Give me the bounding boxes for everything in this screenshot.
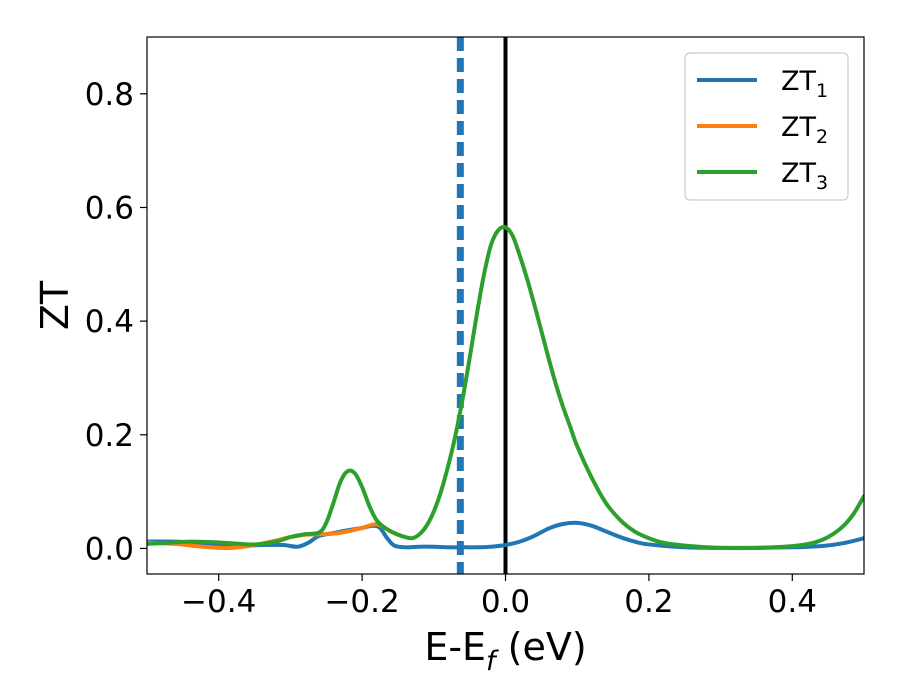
legend-box (684, 52, 849, 201)
x-tick-label: 0.2 (624, 584, 673, 620)
legend-label-main: ZT (781, 112, 816, 143)
plot-data-layer (147, 37, 864, 574)
y-tick-label: 0.2 (85, 418, 134, 454)
legend-label-zt3: ZT3 (781, 158, 828, 194)
y-tick-label: 0.6 (85, 190, 134, 226)
y-tick-label: 0.4 (85, 304, 134, 340)
axes-layer: −0.4 −0.2 0.0 0.2 0.4 0.0 0.2 0.4 0.6 0.8 E-Ef (eV… (33, 36, 865, 677)
x-tick-label: 0.4 (768, 584, 817, 620)
x-tick-label: 0.0 (481, 584, 530, 620)
x-axis-title: E-Ef (eV) (424, 625, 586, 677)
x-axis-title-unit: (eV) (496, 625, 587, 669)
legend-label-main: ZT (781, 158, 816, 189)
series-line-zt3 (147, 225, 864, 551)
series-line-zt1 (147, 520, 864, 550)
x-axis-title-main: E-E (424, 625, 486, 669)
x-tick-label: −0.4 (181, 584, 256, 620)
legend-label-main: ZT (781, 66, 816, 97)
legend-label-subscript: 2 (816, 126, 828, 148)
legend-label-zt2: ZT2 (781, 112, 828, 148)
legend-label-zt1: ZT1 (781, 66, 828, 102)
y-tick-label: 0.8 (85, 77, 134, 113)
y-tick-label: 0.0 (85, 531, 134, 567)
y-axis-title: ZT (33, 280, 77, 330)
legend-label-subscript: 1 (816, 80, 828, 102)
plot-area (147, 37, 864, 574)
x-tick-label: −0.2 (324, 584, 399, 620)
legend-label-subscript: 3 (816, 172, 828, 194)
